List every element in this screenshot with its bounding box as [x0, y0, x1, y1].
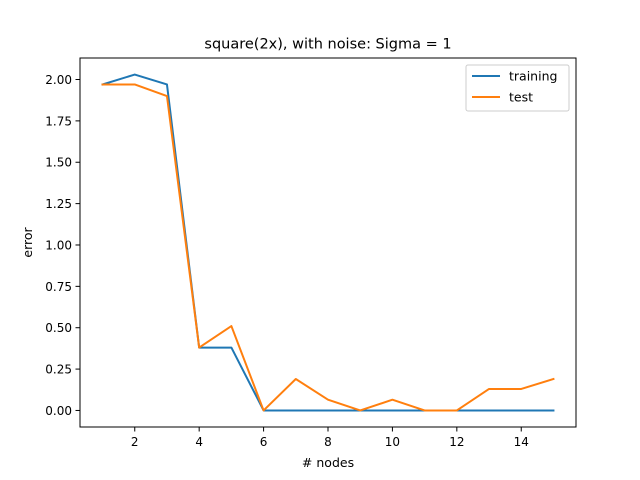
legend: training test [465, 64, 570, 112]
y-tick-label: 1.75 [45, 114, 72, 128]
y-tick-label: 0.25 [45, 363, 72, 377]
y-tick-label: 0.75 [45, 280, 72, 294]
series-line-test [101, 83, 555, 412]
y-tick-label: 0.00 [45, 404, 72, 418]
y-tick-label: 2.00 [45, 73, 72, 87]
x-tick-label: 4 [195, 435, 203, 449]
y-axis-ticks: 0.00 0.25 0.50 0.75 1.00 1.25 1.50 1.75 2.00 [45, 73, 80, 418]
x-tick-label: 8 [324, 435, 332, 449]
x-axis-ticks: 2 4 6 8 10 12 14 [131, 427, 529, 449]
x-tick-label: 6 [260, 435, 268, 449]
plot-lines [101, 73, 555, 412]
x-axis-label: # nodes [302, 455, 354, 470]
y-tick-label: 1.00 [45, 238, 72, 252]
x-tick-label: 2 [131, 435, 139, 449]
x-tick-label: 14 [514, 435, 529, 449]
x-tick-label: 10 [385, 435, 400, 449]
y-axis-label: error [20, 227, 35, 258]
legend-label-test: test [509, 90, 533, 105]
y-tick-label: 1.50 [45, 156, 72, 170]
x-tick-label: 12 [449, 435, 464, 449]
y-tick-label: 1.25 [45, 197, 72, 211]
y-tick-label: 0.50 [45, 321, 72, 335]
legend-label-training: training [509, 69, 557, 84]
chart-title: square(2x), with noise: Sigma = 1 [204, 37, 451, 53]
